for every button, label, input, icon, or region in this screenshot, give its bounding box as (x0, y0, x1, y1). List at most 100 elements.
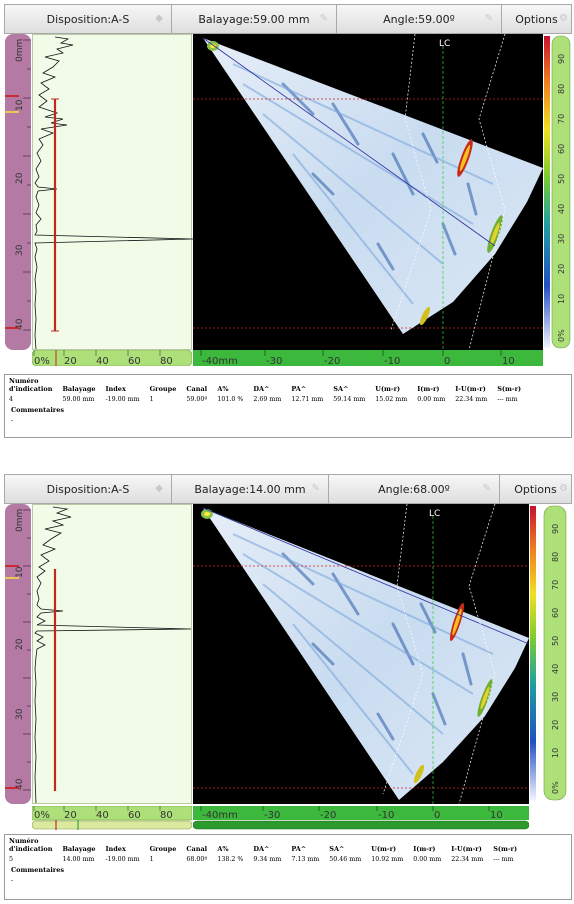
depth-tick-label: 10 (15, 566, 25, 578)
pos-tick-label: 10 (490, 810, 503, 821)
color-tick-label: 70 (551, 580, 560, 590)
color-scale: 90 80 70 60 50 40 30 20 10 0% (544, 35, 571, 349)
amp-tick-label: 20 (64, 356, 77, 366)
disposition-field[interactable]: Disposition:A-S ◆ (5, 5, 172, 33)
col-header: I-U(m-r) (455, 385, 486, 393)
table-cell: 50.46 mm (329, 856, 362, 863)
depth-ruler-ticks: 0mm 10 20 30 40 (5, 39, 31, 331)
table-cell: 1 (149, 856, 154, 863)
inspection-panel-2: Disposition:A-S ◆ Balayage:14.00 mm ✎ An… (0, 470, 574, 904)
comments-value: - (11, 876, 14, 884)
sector-scan-view[interactable]: LC (193, 504, 529, 804)
options-label: Options (515, 12, 558, 26)
horizontal-position-scale[interactable]: -40mm -30 -20 -10 0 10 (193, 350, 543, 367)
pos-tick-label: -40mm (202, 810, 238, 821)
color-tick-label: 30 (551, 692, 560, 702)
balayage-field[interactable]: Balayage:14.00 mm ✎ (172, 475, 329, 503)
table-row[interactable]: 5 14.00 mm -19.00 mm 1 68.00º 138.2 % 9.… (9, 855, 527, 864)
angle-field[interactable]: Angle:68.00º ✎ (329, 475, 500, 503)
depth-ruler[interactable]: 0mm 10 20 30 40 (5, 34, 31, 350)
depth-tick-label: 20 (15, 638, 25, 650)
depth-tick-label: 0mm (15, 39, 25, 62)
table-cell: --- mm (493, 856, 514, 863)
col-header: U(m-r) (375, 385, 401, 393)
col-header: I(m-r) (413, 845, 436, 853)
table-cell: 101.0 % (217, 396, 244, 403)
color-tick-label: 90 (551, 524, 560, 534)
depth-ruler[interactable]: 0mm 10 20 30 40 (5, 504, 31, 804)
color-tick-label: 0% (557, 329, 566, 342)
edit-icon[interactable]: ✎ (319, 13, 328, 24)
color-tick-label: 50 (551, 636, 560, 646)
color-tick-label: 70 (557, 114, 566, 124)
options-button[interactable]: Options ⚙ (502, 5, 571, 33)
color-tick-label: 40 (557, 204, 566, 214)
col-header: Index (105, 845, 126, 853)
col-header: PA^ (291, 385, 307, 393)
amp-tick-label: 20 (64, 810, 77, 821)
amp-tick-label: 40 (96, 356, 109, 366)
amplitude-scale[interactable]: 0% 20 40 60 80 (31, 805, 193, 830)
depth-tick-label: 30 (15, 708, 25, 720)
settings-icon: ⚙ (559, 13, 568, 24)
amplitude-color-bar[interactable]: 90 80 70 60 50 40 30 20 10 0% (544, 34, 572, 350)
col-header: DA^ (253, 385, 270, 393)
color-tick-label: 50 (557, 174, 566, 184)
amplitude-color-bar[interactable]: 90 80 70 60 50 40 30 20 10 0% (530, 504, 572, 804)
table-cell: 68.00º (186, 856, 208, 863)
pos-tick-label: -30 (266, 356, 282, 366)
toolbar: Disposition:A-S ◆ Balayage:14.00 mm ✎ An… (4, 474, 572, 504)
pos-tick-label: -30 (264, 810, 280, 821)
table-cell: 12.71 mm (291, 396, 324, 403)
angle-field[interactable]: Angle:59.00º ✎ (337, 5, 502, 33)
position-scale-bar: -40mm -30 -20 -10 0 10 (193, 350, 543, 367)
options-button[interactable]: Options ⚙ (500, 475, 571, 503)
edit-icon[interactable]: ✎ (482, 483, 491, 494)
sector-scan-image: LC (193, 34, 543, 350)
depth-ruler-ticks: 0mm 10 20 30 40 (5, 509, 31, 791)
col-header: S(m-r) (497, 385, 522, 393)
a-scan-view[interactable] (32, 504, 192, 804)
amplitude-scale[interactable]: 0% 20 40 60 80 (31, 349, 193, 367)
table-cell: 0.00 mm (417, 396, 446, 403)
col-header: SA^ (333, 385, 349, 393)
amplitude-scale-bar: 0% 20 40 60 80 (31, 349, 193, 367)
pin-icon[interactable]: ◆ (155, 483, 163, 494)
col-header: Groupe (149, 845, 177, 853)
col-header: Groupe (149, 385, 177, 393)
edit-icon[interactable]: ✎ (484, 13, 493, 24)
color-tick-label: 40 (551, 664, 560, 674)
sector-scan-view[interactable]: LC (193, 34, 543, 350)
table-row[interactable]: 4 59.00 mm -19.00 mm 1 59.00º 101.0 % 2.… (9, 395, 531, 404)
horizontal-position-scale[interactable]: -40mm -30 -20 -10 0 10 (192, 806, 530, 830)
depth-tick-label: 20 (15, 172, 25, 184)
pin-icon[interactable]: ◆ (155, 13, 163, 24)
col-header: Balayage (62, 845, 96, 853)
color-scale: 90 80 70 60 50 40 30 20 10 0% (530, 504, 567, 804)
color-tick-label: 80 (551, 552, 560, 562)
comments-label: Commentaires (11, 866, 65, 874)
balayage-field[interactable]: Balayage:59.00 mm ✎ (172, 5, 337, 33)
depth-tick-label: 0mm (15, 509, 25, 532)
color-tick-label: 0% (551, 781, 560, 794)
a-scan-view[interactable] (32, 34, 194, 350)
col-header: Numéro d'indication (9, 377, 53, 393)
col-header: U(m-r) (371, 845, 397, 853)
edit-icon[interactable]: ✎ (311, 483, 320, 494)
toolbar: Disposition:A-S ◆ Balayage:59.00 mm ✎ An… (4, 4, 572, 34)
disposition-field[interactable]: Disposition:A-S ◆ (5, 475, 172, 503)
col-header: A% (217, 845, 229, 853)
table-cell: -19.00 mm (105, 856, 140, 863)
col-header: Balayage (62, 385, 96, 393)
color-tick-label: 60 (551, 608, 560, 618)
table-cell: 138.2 % (217, 856, 244, 863)
amp-tick-label: 0% (34, 810, 50, 821)
depth-tick-label: 40 (15, 778, 25, 790)
table-cell: 14.00 mm (62, 856, 95, 863)
table-cell: 7.13 mm (291, 856, 320, 863)
pos-tick-label: -20 (320, 810, 336, 821)
table-cell: --- mm (497, 396, 518, 403)
indication-table: Numéro d'indication Balayage Index Group… (4, 374, 572, 438)
table-cell: 5 (9, 856, 14, 863)
amp-tick-label: 60 (128, 810, 141, 821)
